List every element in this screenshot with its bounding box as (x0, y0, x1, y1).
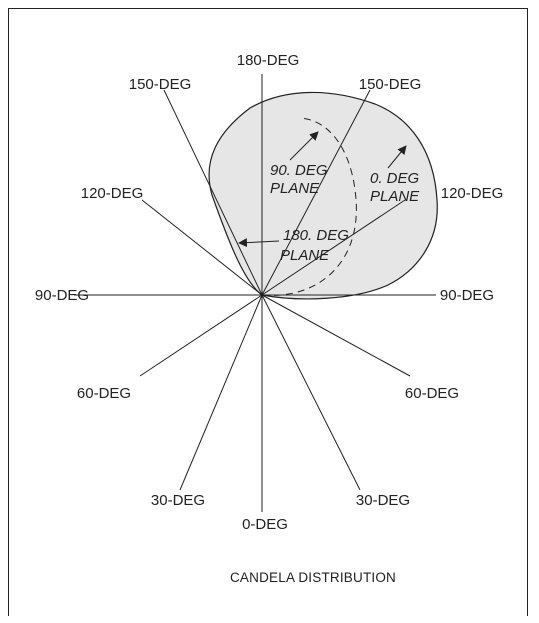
ray-30-left (179, 294, 263, 491)
ray-120-left (141, 199, 263, 296)
ray-150-left (163, 89, 263, 296)
plane-0-arrow (387, 145, 407, 169)
plane-180-arrow (238, 238, 280, 248)
ray-120-right (261, 199, 406, 296)
label-30-deg-left: 30-DEG (151, 492, 205, 509)
label-150-deg-left: 150-DEG (129, 76, 192, 93)
plane-180-label-line2: PLANE (280, 247, 330, 264)
plane-0-label-line1: 0. DEG (370, 170, 420, 187)
plane-180-label-line1: 180. DEG (283, 227, 349, 244)
plane-90-dashed-curve (261, 117, 357, 296)
label-180-deg: 180-DEG (237, 52, 300, 69)
plane-90-label-line2: PLANE (270, 180, 320, 197)
ray-30-right (261, 294, 361, 491)
label-150-deg-right: 150-DEG (359, 76, 422, 93)
label-120-deg-left: 120-DEG (81, 185, 144, 202)
label-120-deg-right: 120-DEG (441, 185, 504, 202)
label-0-deg: 0-DEG (242, 516, 288, 533)
ray-150-right (261, 89, 371, 296)
label-90-deg-right: 90-DEG (440, 287, 494, 304)
label-60-deg-left: 60-DEG (77, 385, 131, 402)
label-30-deg-right: 30-DEG (356, 492, 410, 509)
label-60-deg-right: 60-DEG (405, 385, 459, 402)
ray-60-right (261, 294, 411, 377)
plane-90-arrow (289, 131, 319, 161)
candela-curve (208, 91, 438, 300)
plane-90-label-line1: 90. DEG (270, 162, 328, 179)
label-90-deg-left: 90-DEG (35, 287, 89, 304)
ray-60-left (139, 294, 263, 377)
diagram-caption: CANDELA DISTRIBUTION (230, 570, 396, 585)
plane-0-label-line2: PLANE (370, 188, 420, 205)
